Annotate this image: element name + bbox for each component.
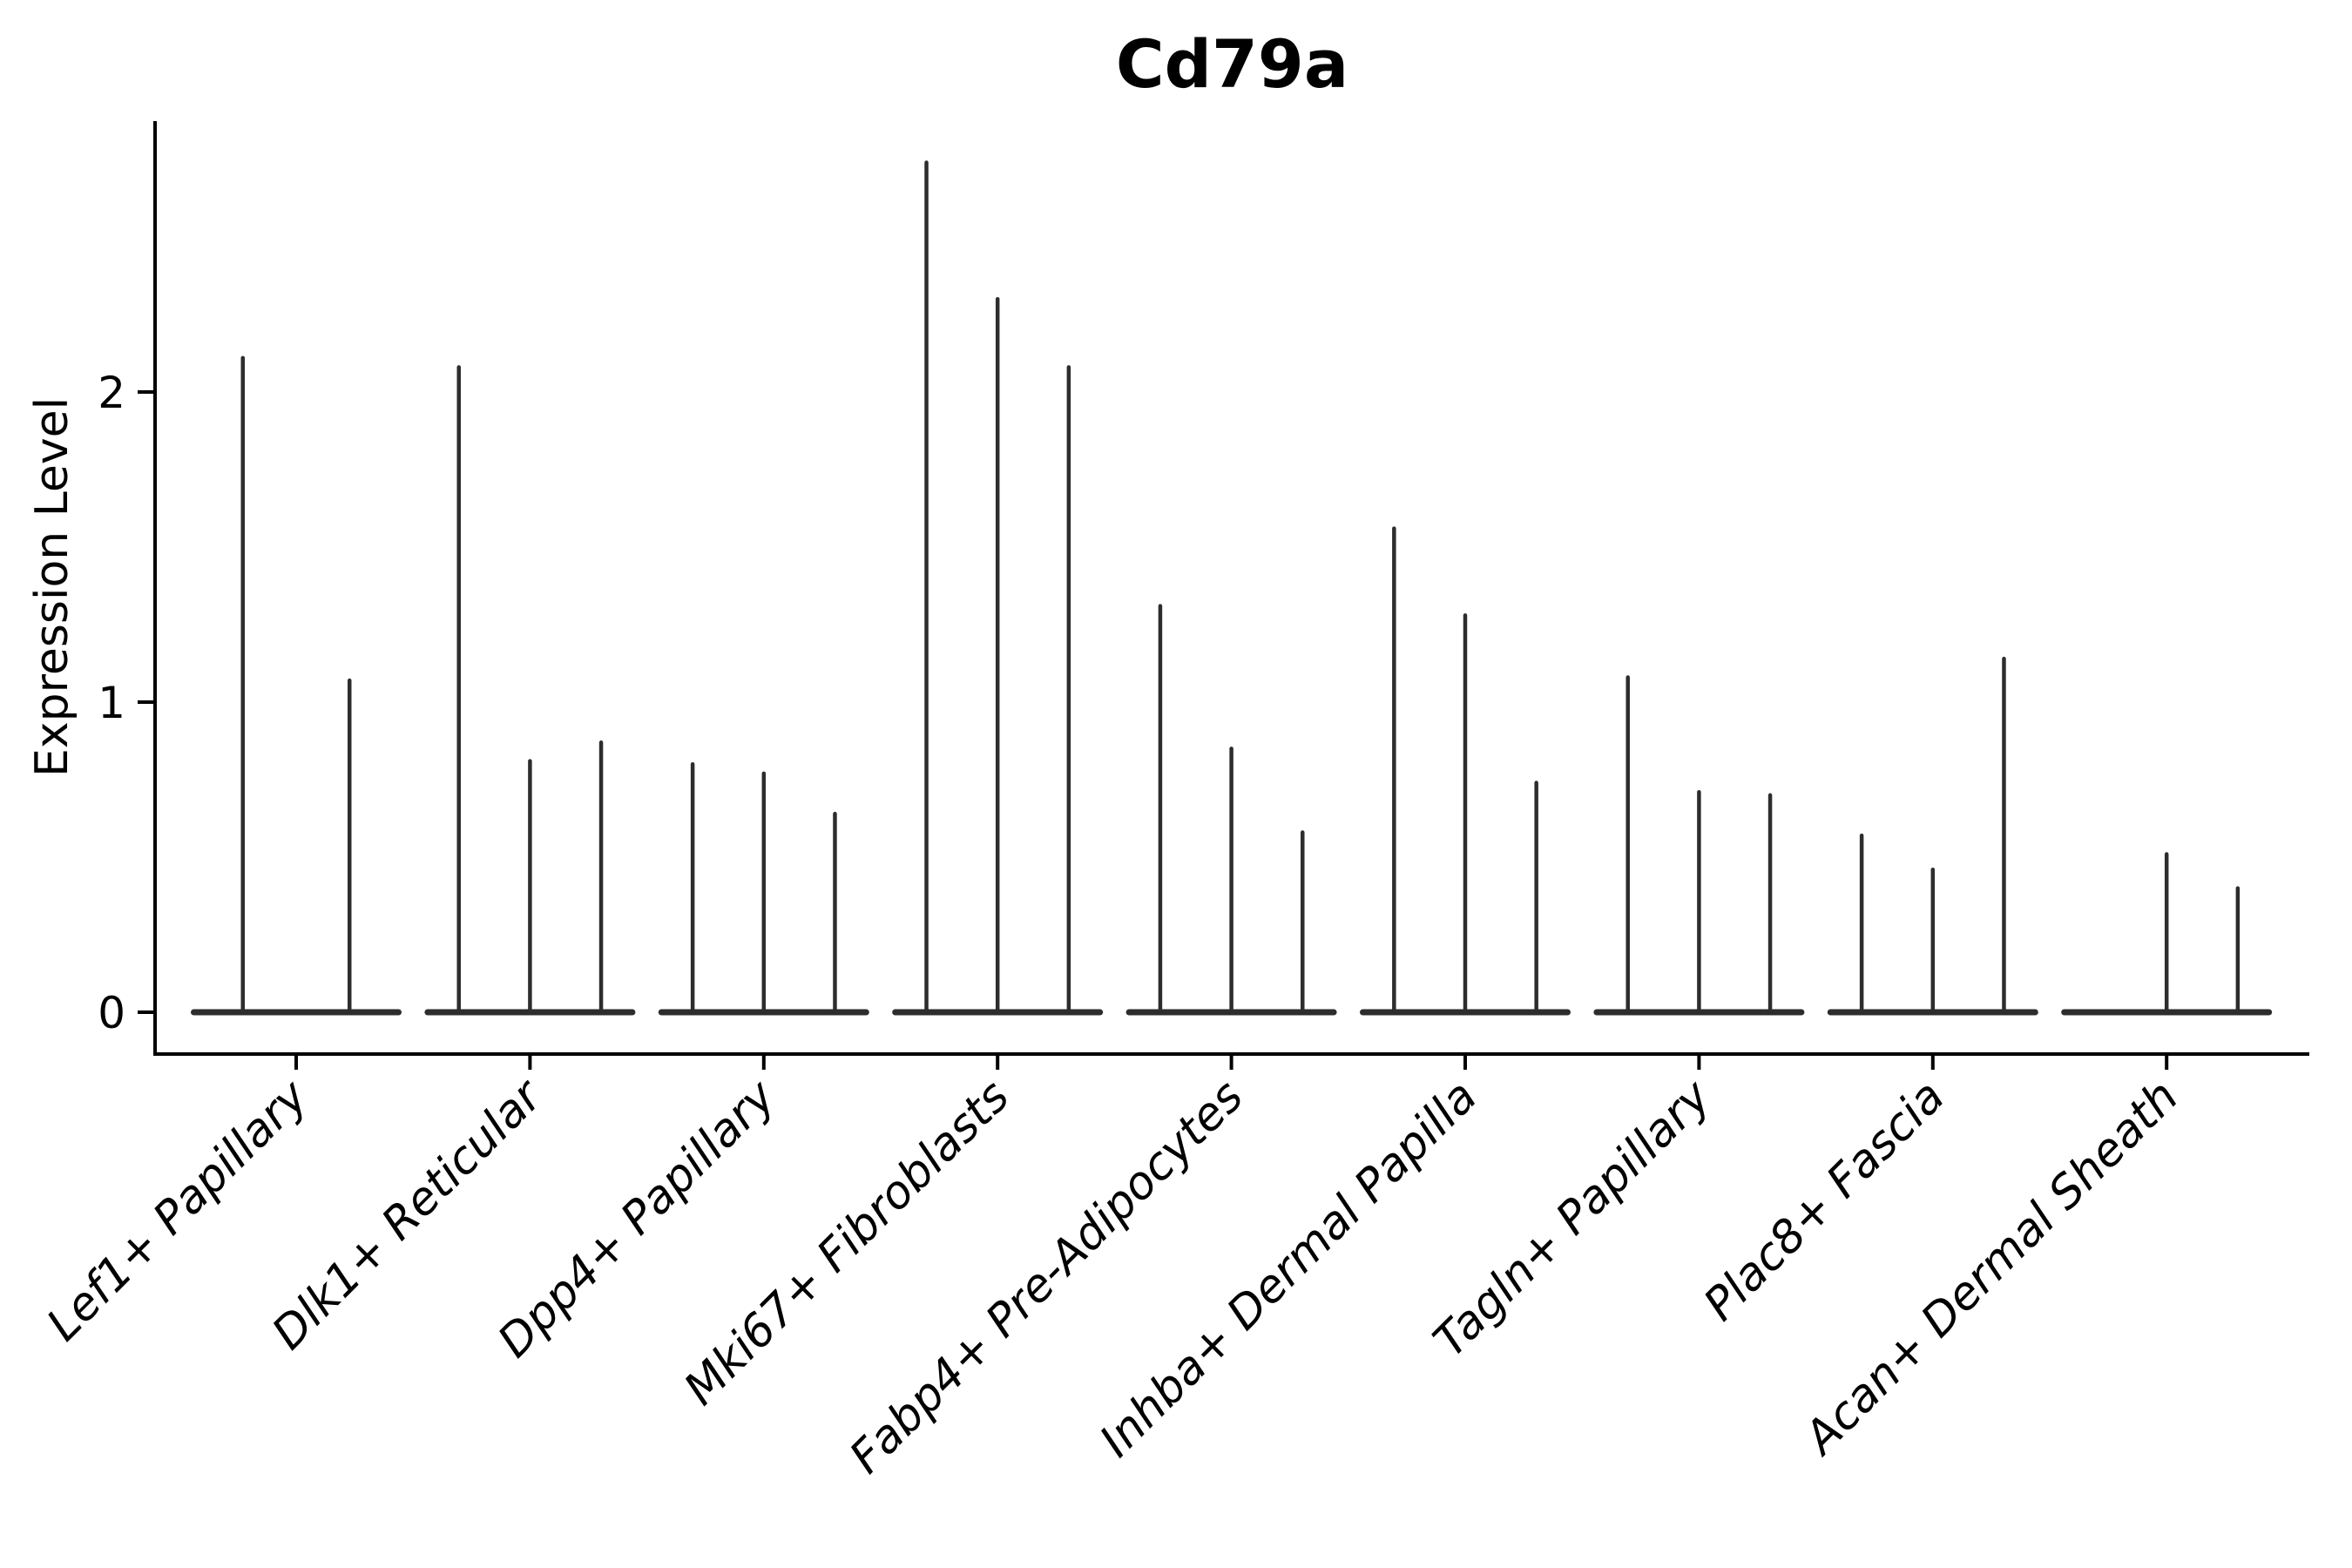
y-tick-label: 0: [98, 988, 125, 1038]
x-category-label: Acan+ Dermal Sheath: [1793, 1071, 2188, 1466]
plot-title: Cd79a: [1115, 25, 1349, 103]
x-category-label: Plac8+ Fascia: [1694, 1071, 1955, 1331]
y-tick-label: 1: [98, 678, 125, 728]
x-category-label: Fabp4+ Pre-Adipocytes: [840, 1071, 1254, 1484]
y-tick-label: 2: [98, 368, 125, 418]
x-category-label: Inhba+ Dermal Papilla: [1090, 1071, 1487, 1468]
